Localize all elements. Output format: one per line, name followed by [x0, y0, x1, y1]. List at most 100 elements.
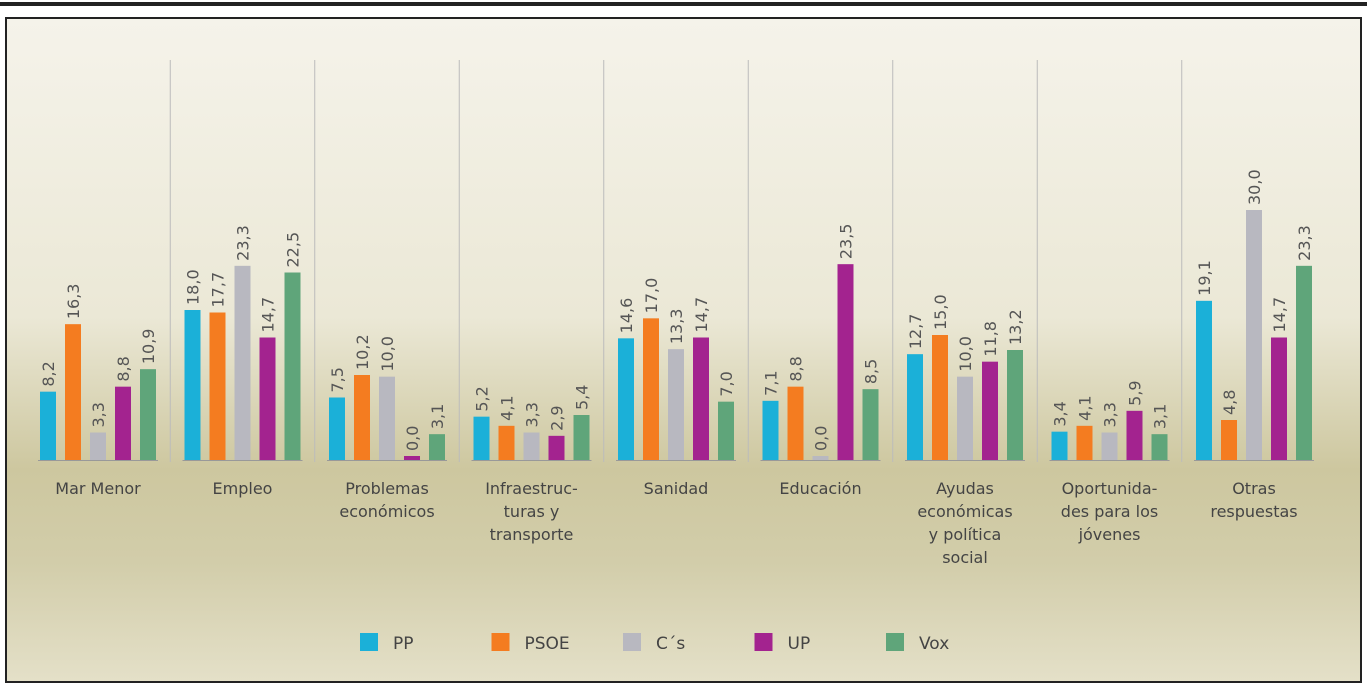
value-label: 23,5 — [837, 224, 856, 260]
value-label: 8,2 — [39, 361, 58, 386]
value-label: 23,3 — [234, 225, 253, 261]
value-label: 4,8 — [1220, 390, 1239, 415]
bar — [643, 318, 659, 460]
value-label: 8,8 — [114, 356, 133, 381]
top-rule — [0, 2, 1367, 6]
value-label: 17,7 — [209, 272, 228, 308]
bar — [573, 415, 590, 460]
value-label: 19,1 — [1195, 260, 1214, 296]
value-label: 5,2 — [473, 386, 492, 411]
bar — [284, 272, 301, 460]
bar — [1296, 265, 1312, 460]
bar — [379, 376, 395, 460]
value-label: 5,9 — [1126, 380, 1145, 405]
bar — [982, 361, 998, 460]
x-tick-label: Sanidad — [644, 479, 709, 498]
value-label: 3,4 — [1051, 401, 1070, 426]
bar — [618, 338, 634, 460]
x-tick-label: Ayudas económicas y política social — [917, 479, 1012, 567]
value-label: 15,0 — [931, 294, 950, 330]
legend-swatch — [886, 633, 904, 651]
bar — [957, 376, 973, 460]
bar — [329, 397, 345, 460]
bar — [1101, 432, 1118, 460]
bar — [234, 265, 251, 460]
bar — [1076, 425, 1093, 460]
bar — [40, 391, 56, 460]
value-label: 10,0 — [378, 336, 397, 372]
bar — [1126, 410, 1143, 460]
value-label: 17,0 — [642, 278, 661, 314]
value-label: 3,1 — [428, 404, 447, 429]
bar — [932, 335, 948, 460]
bar — [498, 425, 515, 460]
bar — [473, 416, 490, 460]
value-label: 8,5 — [862, 359, 881, 384]
value-label: 14,7 — [259, 297, 278, 333]
value-label: 23,3 — [1295, 225, 1314, 261]
bar — [209, 312, 226, 460]
bar — [429, 434, 445, 460]
bar — [787, 386, 804, 460]
bar — [1271, 337, 1287, 460]
bar — [862, 389, 879, 460]
value-label: 22,5 — [284, 232, 303, 268]
legend-swatch — [623, 633, 641, 651]
value-label: 14,7 — [692, 297, 711, 333]
bar — [548, 435, 565, 460]
bar — [140, 369, 156, 460]
x-tick-label: Mar Menor — [55, 479, 141, 498]
x-tick-label: Otras respuestas — [1210, 479, 1297, 521]
value-label: 0,0 — [403, 426, 422, 451]
bar — [1246, 210, 1262, 460]
bar — [1221, 420, 1237, 460]
value-label: 10,0 — [956, 336, 975, 372]
x-tick-label: Problemas económicos — [339, 479, 434, 521]
bar-stub — [404, 456, 420, 460]
value-label: 10,2 — [353, 334, 372, 370]
value-label: 7,0 — [717, 371, 736, 396]
value-label: 3,3 — [523, 402, 542, 427]
value-label: 13,3 — [667, 309, 686, 345]
bar — [1051, 431, 1068, 460]
value-label: 0,0 — [812, 426, 831, 451]
value-label: 10,9 — [139, 329, 158, 365]
bar — [1196, 300, 1212, 460]
value-label: 4,1 — [498, 395, 517, 420]
legend-swatch — [360, 633, 378, 651]
value-label: 30,0 — [1245, 169, 1264, 205]
bar — [184, 310, 201, 460]
bar — [354, 375, 370, 460]
bar — [837, 264, 854, 460]
x-tick-label: Infraestruc-turas y transporte — [485, 479, 578, 544]
bar — [1151, 434, 1168, 460]
legend-label: UP — [788, 634, 811, 654]
value-label: 3,3 — [1101, 402, 1120, 427]
value-label: 12,7 — [906, 314, 925, 350]
value-label: 18,0 — [184, 269, 203, 305]
legend-label: PP — [393, 634, 414, 654]
value-label: 11,8 — [981, 321, 1000, 357]
value-label: 7,1 — [762, 370, 781, 395]
bar — [90, 432, 106, 460]
legend-label: Vox — [919, 634, 949, 654]
value-label: 3,3 — [89, 402, 108, 427]
bar — [259, 337, 276, 460]
value-label: 7,5 — [328, 367, 347, 392]
bar-stub — [812, 456, 829, 460]
bar — [668, 349, 684, 460]
legend-label: C´s — [656, 634, 685, 654]
bar — [907, 354, 923, 460]
legend-label: PSOE — [525, 634, 570, 654]
x-tick-label: Oportunida-des para los jóvenes — [1061, 479, 1158, 544]
value-label: 3,1 — [1151, 404, 1170, 429]
value-label: 5,4 — [573, 385, 592, 410]
bar — [718, 401, 734, 460]
value-label: 13,2 — [1006, 309, 1025, 345]
bar — [1007, 350, 1023, 460]
value-label: 16,3 — [64, 284, 83, 320]
value-label: 8,8 — [787, 356, 806, 381]
value-label: 2,9 — [548, 405, 567, 430]
